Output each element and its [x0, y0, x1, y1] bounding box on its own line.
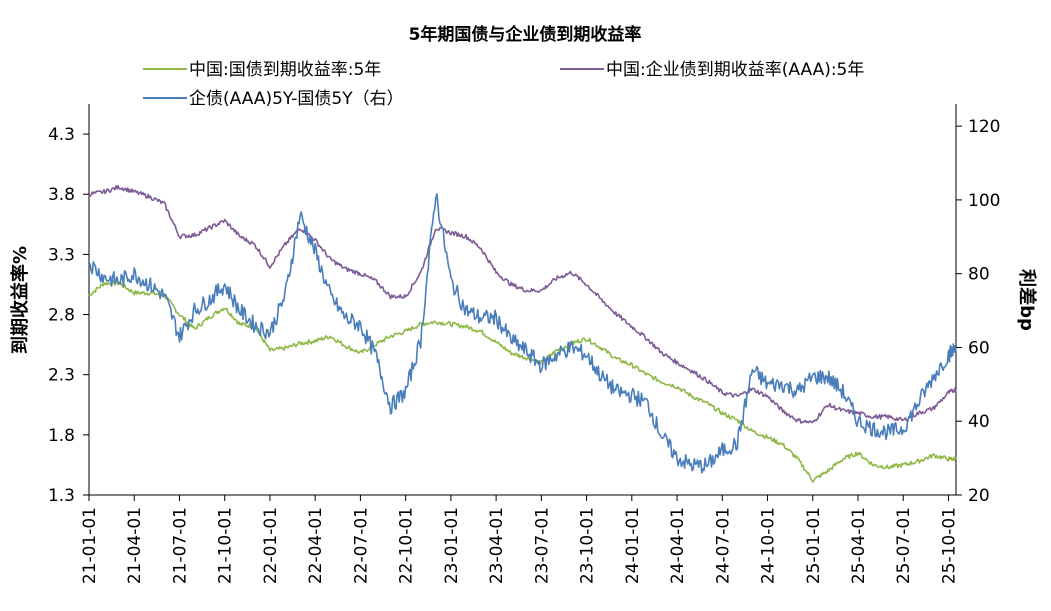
x-tick-label: 25-10-01 — [939, 507, 959, 584]
y-axis-title: 到期收益率% — [9, 246, 31, 354]
series-line-1 — [88, 280, 957, 483]
x-tick-label: 21-10-01 — [216, 507, 236, 584]
x-tick-label: 21-07-01 — [170, 507, 190, 584]
x-tick-label: 23-07-01 — [532, 507, 552, 584]
x-tick-label: 25-07-01 — [894, 507, 914, 584]
y-tick-label: 4.3 — [48, 125, 75, 145]
x-tick-label: 24-04-01 — [668, 507, 688, 584]
x-tick-label: 21-01-01 — [80, 507, 100, 584]
x-tick-label: 22-07-01 — [351, 507, 371, 584]
y-tick-label: 3.3 — [48, 245, 75, 265]
y-axis-ticks: 1.3 1.8 2.3 2.8 3.3 3.8 4.3 — [48, 125, 89, 506]
series-group — [88, 184, 957, 483]
plot-area: 1.3 1.8 2.3 2.8 3.3 3.8 4.3 20 40 60 80 100 120 21-… — [48, 104, 1000, 584]
x-tick-label: 25-04-01 — [849, 507, 869, 584]
y-tick-label: 2.3 — [48, 366, 75, 386]
y2-tick-label: 120 — [968, 117, 1000, 137]
y-tick-label: 1.3 — [48, 486, 75, 506]
series-line-2 — [88, 184, 957, 424]
x-tick-label: 25-01-01 — [804, 507, 824, 584]
x-tick-label: 21-04-01 — [125, 507, 145, 584]
legend-label-1: 中国:国债到期收益率:5年 — [189, 60, 381, 80]
chart-title: 5年期国债与企业债到期收益率 — [409, 24, 642, 45]
legend: 中国:国债到期收益率:5年 中国:企业债到期收益率(AAA):5年企债(AAA)5… — [143, 60, 864, 109]
x-tick-label: 24-01-01 — [623, 507, 643, 584]
y-tick-label: 2.8 — [48, 306, 75, 326]
y2-axis-ticks: 20 40 60 80 100 120 — [956, 117, 1000, 506]
x-tick-label: 24-10-01 — [759, 507, 779, 584]
y2-tick-label: 40 — [968, 412, 990, 432]
y2-tick-label: 20 — [968, 486, 990, 506]
x-tick-label: 23-01-01 — [442, 507, 462, 584]
x-tick-label: 22-01-01 — [261, 507, 281, 584]
y2-tick-label: 80 — [968, 265, 990, 285]
x-tick-label: 22-04-01 — [306, 507, 326, 584]
legend-label-2: 中国:企业债到期收益率(AAA):5年 — [606, 60, 864, 80]
x-tick-label: 23-10-01 — [578, 507, 598, 584]
series-line-3 — [88, 193, 957, 474]
y2-tick-label: 100 — [968, 191, 1000, 211]
y-tick-label: 3.8 — [48, 185, 75, 205]
legend-label-3: 企债(AAA)5Y-国债5Y（右） — [189, 89, 404, 109]
y-tick-label: 1.8 — [48, 426, 75, 446]
x-tick-label: 22-10-01 — [397, 507, 417, 584]
y2-tick-label: 60 — [968, 338, 990, 358]
x-axis-ticks: 21-01-01 21-04-01 21-07-01 21-10-01 22-01-01… — [80, 495, 959, 584]
y2-axis-title: 利差bp — [1016, 269, 1038, 331]
x-tick-label: 24-07-01 — [713, 507, 733, 584]
x-tick-label: 23-04-01 — [487, 507, 507, 584]
